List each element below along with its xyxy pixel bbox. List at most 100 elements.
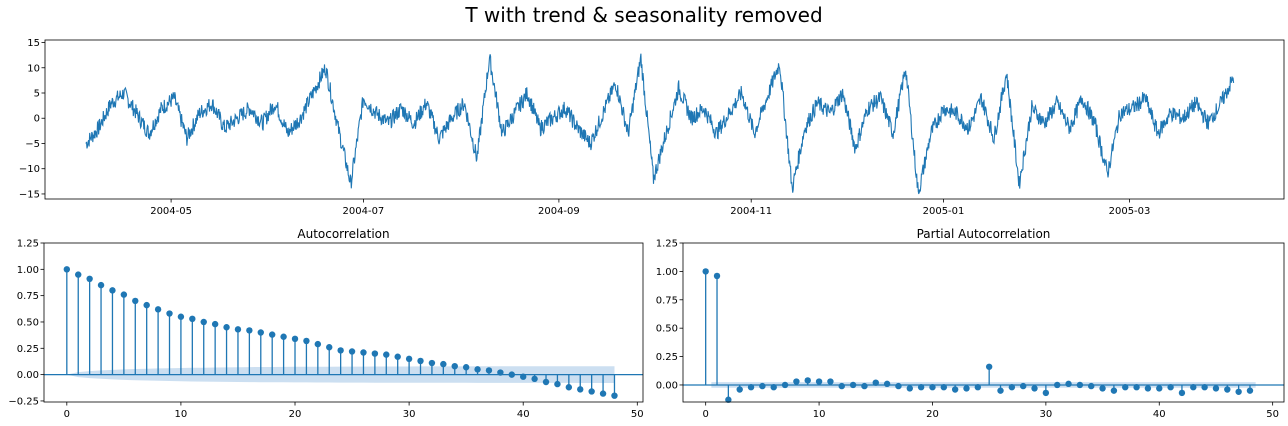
stem-marker [405,355,413,363]
stem-marker [725,396,732,403]
stem-marker [371,350,379,357]
stem-marker [177,313,185,320]
stem-marker [223,324,230,331]
stem-marker [132,297,139,305]
axes-title: Autocorrelation [297,227,389,241]
stem-marker [417,357,424,365]
stem-marker [291,335,299,343]
stem-marker [895,382,902,390]
stem-marker [1076,381,1084,389]
stem-marker [849,381,857,389]
axes-frame [43,242,644,403]
stem-marker [974,384,982,391]
stem-marker [917,384,925,391]
y-tick-label: −5 [25,139,40,150]
stem-marker [360,349,367,356]
timeseries-panel: 15 10 5 0 −5 −10 −15 2004-05 2004-07 2004-09 2004-… [19,38,1285,217]
x-tick-label: 2004-09 [538,206,580,217]
stem-marker [770,384,777,391]
stem-marker [906,385,913,392]
stem-marker [86,275,93,283]
stem-marker [1201,384,1208,391]
stem-marker [577,386,584,393]
stem-marker [929,384,936,391]
stem-marker [189,315,196,323]
stem-marker [554,380,561,388]
y-tick-label: 0.75 [656,295,678,306]
stem-marker [326,344,333,351]
stem-marker [63,266,71,273]
stem-marker [565,384,573,391]
x-tick-label: 0 [702,409,708,420]
x-tick-label: 50 [631,409,644,420]
stem-marker [611,392,618,399]
x-tick-label: 2004-05 [150,206,192,217]
stem-marker [1008,384,1016,391]
stem-marker [940,384,948,391]
x-tick-label: 2004-11 [730,206,772,217]
stem-marker [474,366,481,373]
stem-marker [383,351,390,358]
stem-marker [951,386,959,393]
stem-marker [166,310,173,317]
stem-marker [599,390,607,397]
stem-marker [246,327,253,334]
y-tick-label: 1.25 [17,239,39,250]
stem-marker [520,373,527,380]
pacf-panel: 1.25 1.00 0.75 0.50 0.25 0.00 0 10 20 30 40 50 Parti… [656,227,1285,420]
x-tick-label: 40 [517,409,530,420]
x-tick-label: 2004-07 [343,206,385,217]
series-line [85,53,1235,195]
x-tick-label: 2005-01 [923,206,965,217]
axes-title: Partial Autocorrelation [917,227,1051,241]
y-tick-label: 10 [27,63,40,74]
stem-marker [963,385,970,392]
stem-marker [759,382,766,390]
y-tick-label: 0.25 [17,344,39,355]
stem-marker [211,320,219,328]
stem-marker [268,331,276,338]
stem-marker [1042,389,1050,397]
stem-marker [747,384,755,391]
stem-marker [462,364,470,371]
stem-marker [1099,385,1106,392]
stem-marker [827,378,834,385]
y-tick-label: 0.50 [656,324,678,335]
stem-marker [451,362,458,370]
stem-marker [508,371,515,378]
stem-marker [1133,384,1140,391]
x-tick-label: 2005-03 [1109,206,1151,217]
x-tick-label: 20 [926,409,939,420]
stem-marker [394,353,401,360]
x-tick-label: 10 [175,409,188,420]
stem-marker [337,347,344,354]
stem-marker [1110,387,1118,394]
stem-marker [838,382,845,390]
stem-marker [542,378,550,386]
stem-marker [97,281,105,289]
axes-frame [682,242,1285,403]
stem-marker [1246,387,1254,394]
acf-panel: 1.25 1.00 0.75 0.50 0.25 0.00 −0.25 0 10 20 30 40 50… [8,227,643,420]
stem-marker [985,363,993,370]
stem-marker [702,268,709,275]
stem-marker [872,379,879,386]
stem-marker [861,382,868,390]
stem-marker [143,301,150,309]
y-tick-label: 0 [34,114,40,125]
y-tick-label: 1.00 [656,267,678,278]
y-tick-label: 1.00 [17,265,39,276]
stem-marker [1122,384,1129,391]
y-tick-label: −10 [19,164,40,175]
stem-marker [234,326,242,333]
stem-marker [1144,385,1152,392]
y-tick-label: 15 [27,38,40,49]
y-tick-label: −0.25 [8,396,39,407]
stem-marker [1031,385,1038,392]
stem-marker [781,381,789,389]
stem-marker [883,380,891,388]
stem-marker [1167,384,1174,391]
stem-marker [997,387,1004,394]
stem-marker [1190,384,1197,391]
stem-marker [75,271,82,278]
